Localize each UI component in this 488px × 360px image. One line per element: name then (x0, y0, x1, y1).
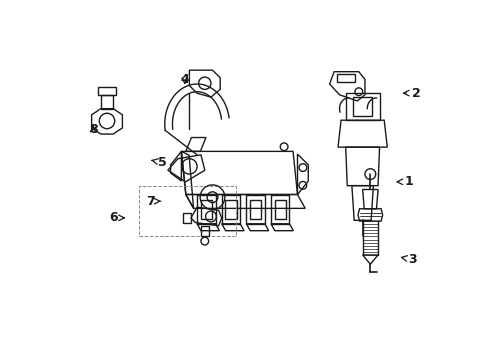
Text: 8: 8 (89, 123, 97, 136)
Text: 6: 6 (109, 211, 124, 224)
Text: 5: 5 (152, 156, 166, 169)
Text: 1: 1 (396, 175, 412, 188)
Text: 3: 3 (401, 253, 416, 266)
Text: 2: 2 (403, 87, 420, 100)
Text: 7: 7 (146, 195, 161, 208)
Text: 4: 4 (180, 73, 189, 86)
